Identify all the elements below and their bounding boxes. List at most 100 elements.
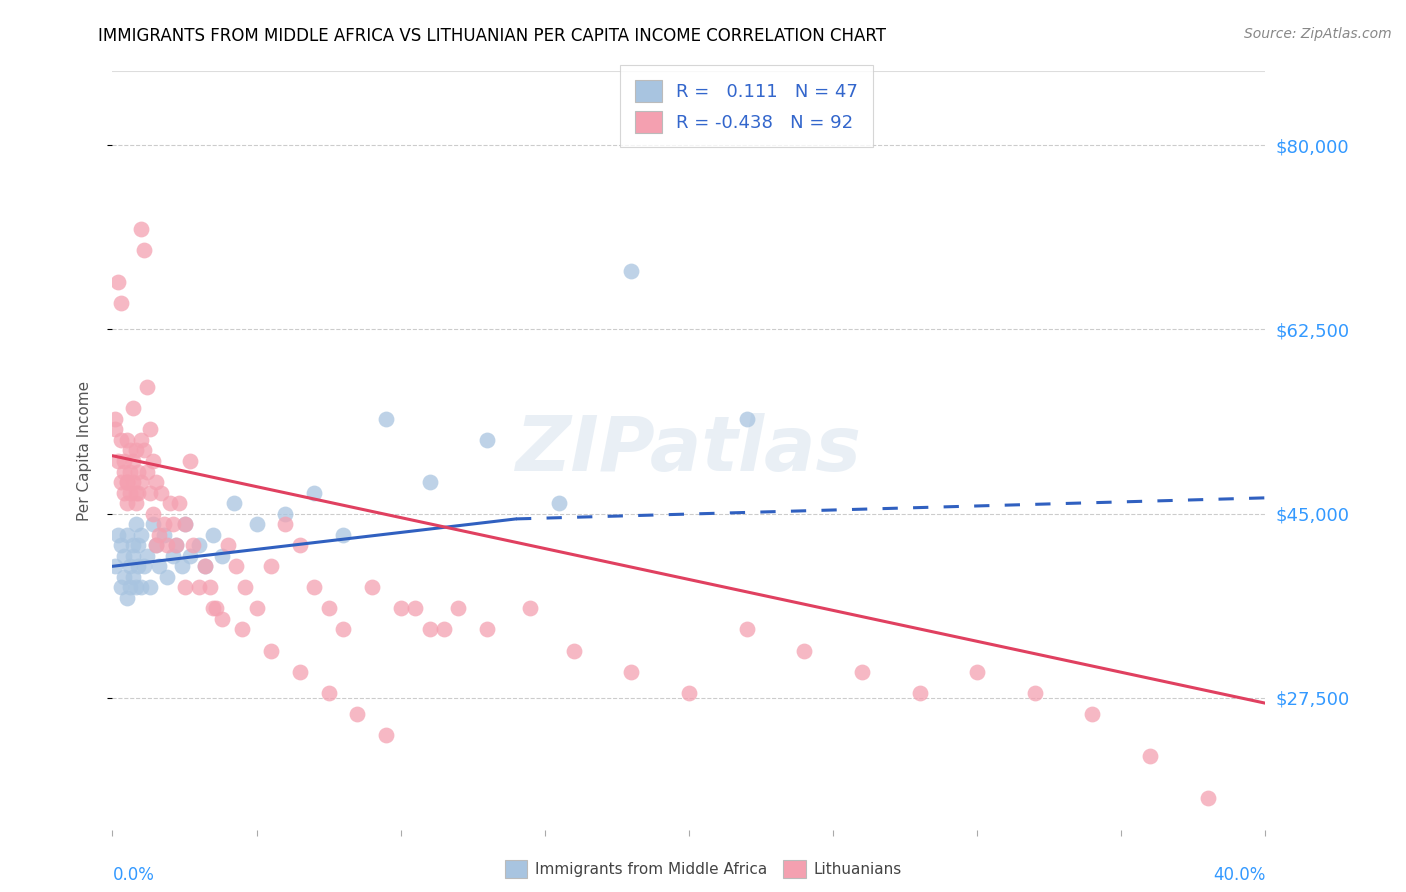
- Point: [104, 559, 127, 574]
- Text: Source: ZipAtlas.com: Source: ZipAtlas.com: [1244, 27, 1392, 41]
- Point: [121, 454, 143, 468]
- Point: [112, 465, 135, 479]
- Point: [124, 443, 146, 458]
- Point: [318, 686, 340, 700]
- Point: [110, 580, 132, 594]
- Point: [447, 601, 470, 615]
- Point: [181, 538, 204, 552]
- Point: [202, 601, 225, 615]
- Point: [110, 296, 132, 310]
- Point: [231, 623, 253, 637]
- Point: [222, 496, 245, 510]
- Point: [110, 475, 132, 489]
- Point: [173, 517, 195, 532]
- Point: [735, 412, 758, 426]
- Point: [115, 527, 138, 541]
- Point: [118, 465, 141, 479]
- Point: [179, 549, 201, 563]
- Point: [433, 623, 456, 637]
- Point: [134, 244, 156, 258]
- Point: [121, 538, 143, 552]
- Point: [375, 412, 398, 426]
- Point: [419, 475, 441, 489]
- Point: [908, 686, 931, 700]
- Point: [139, 485, 162, 500]
- Point: [112, 485, 135, 500]
- Point: [162, 517, 184, 532]
- Point: [153, 527, 176, 541]
- Point: [217, 538, 239, 552]
- Point: [165, 538, 187, 552]
- Point: [678, 686, 700, 700]
- Point: [188, 580, 211, 594]
- Point: [115, 475, 138, 489]
- Point: [129, 475, 153, 489]
- Point: [107, 275, 129, 289]
- Point: [148, 527, 170, 541]
- Point: [121, 549, 143, 563]
- Point: [112, 570, 135, 584]
- Point: [389, 601, 412, 615]
- Point: [288, 665, 311, 679]
- Point: [129, 580, 153, 594]
- Point: [145, 538, 167, 552]
- Point: [475, 433, 499, 447]
- Point: [124, 496, 146, 510]
- Point: [134, 443, 156, 458]
- Point: [110, 433, 132, 447]
- Point: [115, 591, 138, 605]
- Legend: R =   0.111   N = 47, R = -0.438   N = 92: R = 0.111 N = 47, R = -0.438 N = 92: [620, 65, 873, 147]
- Point: [288, 538, 311, 552]
- Point: [121, 475, 143, 489]
- Point: [304, 485, 326, 500]
- Point: [156, 570, 179, 584]
- Point: [1139, 748, 1161, 763]
- Point: [136, 465, 159, 479]
- Point: [211, 612, 233, 626]
- Point: [136, 549, 159, 563]
- Point: [142, 454, 165, 468]
- Point: [115, 496, 138, 510]
- Point: [112, 454, 135, 468]
- Point: [118, 485, 141, 500]
- Point: [562, 643, 585, 657]
- Legend: Immigrants from Middle Africa, Lithuanians: Immigrants from Middle Africa, Lithuania…: [499, 854, 907, 884]
- Point: [139, 580, 162, 594]
- Point: [115, 475, 138, 489]
- Point: [118, 559, 141, 574]
- Point: [134, 559, 156, 574]
- Point: [735, 623, 758, 637]
- Point: [318, 601, 340, 615]
- Point: [332, 623, 354, 637]
- Point: [211, 549, 233, 563]
- Text: IMMIGRANTS FROM MIDDLE AFRICA VS LITHUANIAN PER CAPITA INCOME CORRELATION CHART: IMMIGRANTS FROM MIDDLE AFRICA VS LITHUAN…: [98, 27, 886, 45]
- Point: [150, 485, 173, 500]
- Point: [127, 465, 149, 479]
- Point: [274, 517, 297, 532]
- Y-axis label: Per Capita Income: Per Capita Income: [77, 380, 91, 521]
- Point: [115, 433, 138, 447]
- Point: [162, 549, 184, 563]
- Text: 0.0%: 0.0%: [112, 866, 155, 884]
- Point: [107, 454, 129, 468]
- Point: [110, 538, 132, 552]
- Point: [139, 422, 162, 436]
- Point: [104, 412, 127, 426]
- Point: [404, 601, 426, 615]
- Point: [620, 264, 643, 278]
- Point: [167, 496, 190, 510]
- Point: [145, 538, 167, 552]
- Point: [1197, 791, 1219, 805]
- Point: [112, 549, 135, 563]
- Point: [620, 665, 643, 679]
- Point: [136, 380, 159, 394]
- Point: [851, 665, 873, 679]
- Point: [332, 527, 354, 541]
- Point: [127, 485, 149, 500]
- Point: [233, 580, 256, 594]
- Point: [225, 559, 247, 574]
- Point: [1024, 686, 1046, 700]
- Point: [548, 496, 571, 510]
- Point: [127, 538, 149, 552]
- Point: [170, 559, 193, 574]
